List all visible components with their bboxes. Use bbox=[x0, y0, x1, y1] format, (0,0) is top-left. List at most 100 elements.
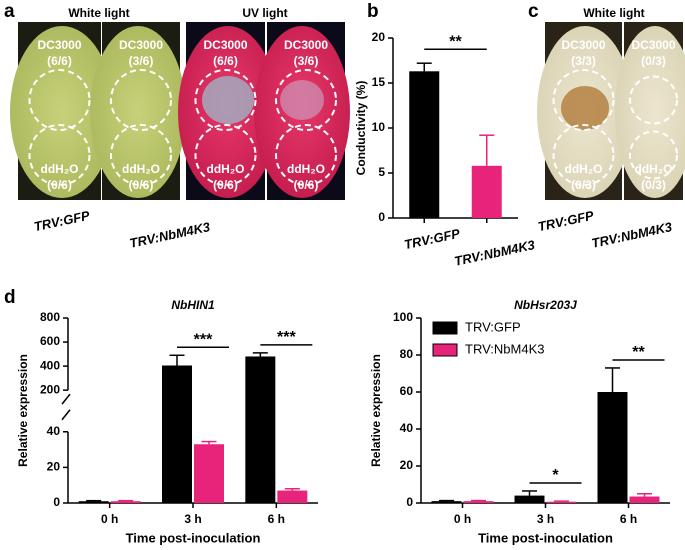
panel-label: d bbox=[4, 287, 16, 308]
bar bbox=[546, 501, 577, 503]
lesion bbox=[280, 80, 324, 120]
panel-label: c bbox=[528, 1, 539, 22]
photo-count: (0/6) bbox=[294, 178, 319, 192]
photo-label: ddH₂O bbox=[41, 162, 79, 176]
bar bbox=[277, 490, 308, 503]
photo-count: (3/3) bbox=[571, 54, 596, 68]
bar bbox=[431, 501, 462, 503]
leaf bbox=[90, 26, 186, 198]
photo-count: (0/3) bbox=[571, 178, 596, 192]
leaf bbox=[615, 26, 685, 198]
bar bbox=[463, 501, 494, 503]
significance: *** bbox=[194, 331, 213, 348]
photo-count: (0/6) bbox=[129, 178, 154, 192]
photo-count: (0/6) bbox=[47, 178, 72, 192]
caption: TRV:GFP bbox=[537, 208, 596, 235]
photo-label: DC3000 bbox=[37, 38, 81, 52]
inoculation-circle bbox=[629, 130, 678, 180]
legend-label: TRV:NbM4K3 bbox=[465, 341, 544, 356]
photo-label: DC3000 bbox=[284, 38, 328, 52]
panel-label: a bbox=[4, 1, 15, 22]
bar bbox=[78, 501, 109, 503]
inoculation-circle bbox=[552, 69, 615, 131]
legend-swatch bbox=[432, 321, 458, 335]
bar bbox=[597, 392, 628, 503]
leaf bbox=[10, 26, 114, 198]
lesion bbox=[561, 86, 609, 130]
significance: * bbox=[552, 467, 559, 484]
chart-title: NbHIN1 bbox=[171, 298, 215, 312]
y-tick-label: 40 bbox=[47, 424, 61, 438]
photo-label: ddH₂O bbox=[287, 162, 325, 176]
inoculation-circle bbox=[110, 69, 172, 131]
axis-break bbox=[61, 393, 71, 405]
legend-swatch bbox=[432, 343, 458, 357]
inoculation-circle bbox=[194, 69, 257, 131]
y-tick-label: 20 bbox=[47, 460, 61, 474]
bar bbox=[514, 495, 545, 503]
photo-label: ddH₂O bbox=[207, 162, 245, 176]
y-axis-label: Conductivity (%) bbox=[354, 81, 368, 176]
chart-title: NbHsr203J bbox=[514, 298, 577, 312]
x-axis-label: Time post-inoculation bbox=[478, 530, 613, 545]
x-axis-label: Time post-inoculation bbox=[126, 530, 261, 545]
caption: TRV:NbM4K3 bbox=[128, 219, 212, 251]
x-tick-label: 3 h bbox=[184, 512, 201, 526]
x-tick-label: TRV:NbM4K3 bbox=[453, 237, 537, 269]
photo-label: DC3000 bbox=[631, 38, 675, 52]
y-tick-label: 60 bbox=[400, 384, 414, 398]
inoculation-circle bbox=[629, 75, 678, 125]
y-tick-label: 400 bbox=[40, 358, 60, 372]
bar bbox=[245, 356, 276, 503]
y-tick-label: 5 bbox=[378, 165, 385, 179]
y-tick-label: 600 bbox=[40, 334, 60, 348]
photo-label: ddH₂O bbox=[635, 162, 673, 176]
photo-count: (6/6) bbox=[213, 54, 238, 68]
caption: TRV:NbM4K3 bbox=[590, 219, 674, 251]
inoculation-circle bbox=[28, 124, 91, 186]
bar bbox=[409, 71, 440, 218]
x-tick-label: TRV:GFP bbox=[403, 226, 462, 253]
y-tick-label: 0 bbox=[378, 210, 385, 224]
photo-title: White light bbox=[583, 6, 644, 20]
photo-count: (3/6) bbox=[294, 54, 319, 68]
axis-break bbox=[61, 409, 71, 421]
inoculation-circle bbox=[194, 124, 257, 186]
bar bbox=[162, 365, 192, 503]
caption: TRV:GFP bbox=[33, 208, 92, 235]
photo-label: DC3000 bbox=[561, 38, 605, 52]
bar bbox=[629, 496, 660, 503]
photo-label: ddH₂O bbox=[565, 162, 603, 176]
photo-count: (0/6) bbox=[213, 178, 238, 192]
significance: ** bbox=[449, 33, 462, 50]
y-tick-label: 0 bbox=[53, 495, 60, 509]
y-axis-label: Relative expression bbox=[369, 354, 383, 467]
photo-count: (3/6) bbox=[129, 54, 154, 68]
y-axis-label: Relative expression bbox=[16, 354, 30, 467]
photo-label: ddH₂O bbox=[122, 162, 160, 176]
y-tick-label: 800 bbox=[40, 310, 60, 324]
y-tick-label: 15 bbox=[372, 75, 386, 89]
photo-title: White light bbox=[68, 6, 129, 20]
photo-count: (0/3) bbox=[641, 178, 666, 192]
y-tick-label: 0 bbox=[406, 495, 413, 509]
inoculation-circle bbox=[275, 69, 337, 131]
y-tick-label: 200 bbox=[40, 382, 60, 396]
panel-label: b bbox=[367, 1, 379, 22]
x-tick-label: 0 h bbox=[454, 512, 471, 526]
photo-label: DC3000 bbox=[203, 38, 247, 52]
photo-count: (0/3) bbox=[641, 54, 666, 68]
x-tick-label: 0 h bbox=[101, 512, 118, 526]
y-tick-label: 40 bbox=[400, 421, 414, 435]
x-tick-label: 6 h bbox=[620, 512, 637, 526]
y-tick-label: 80 bbox=[400, 347, 414, 361]
x-tick-label: 6 h bbox=[268, 512, 285, 526]
y-tick-label: 100 bbox=[393, 310, 413, 324]
y-tick-label: 20 bbox=[400, 458, 414, 472]
photo-count: (6/6) bbox=[47, 54, 72, 68]
photo-label: DC3000 bbox=[119, 38, 163, 52]
significance: *** bbox=[277, 329, 296, 346]
inoculation-circle bbox=[28, 69, 91, 131]
photo-title: UV light bbox=[242, 6, 287, 20]
